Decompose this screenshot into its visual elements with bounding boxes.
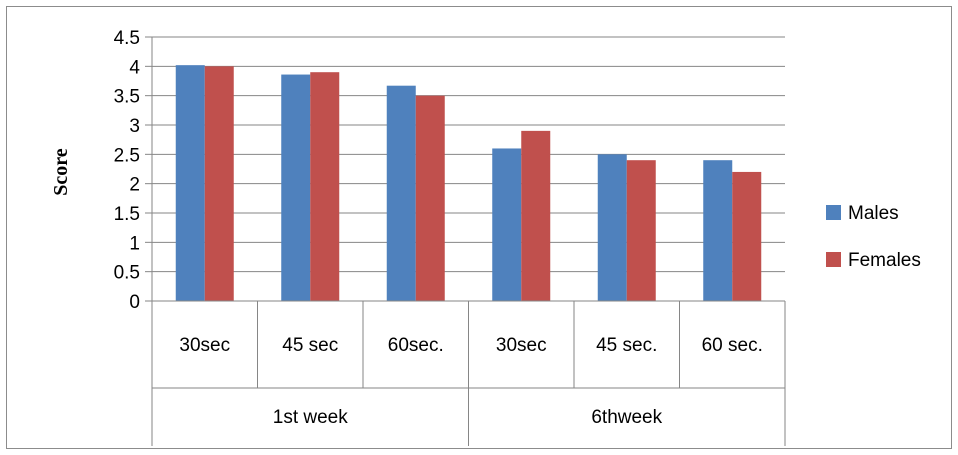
y-tick-label: 2 <box>129 175 140 196</box>
y-tick-label: 1 <box>129 233 140 254</box>
y-tick-label: 0 <box>129 292 140 313</box>
legend-label-females: Females <box>848 250 921 271</box>
x-category-label: 60 sec. <box>702 335 763 356</box>
bar-males <box>492 148 522 301</box>
chart-frame <box>6 6 952 449</box>
bar-males <box>703 160 733 301</box>
x-group-label: 6thweek <box>591 407 662 428</box>
bar-females <box>732 171 762 301</box>
x-category-labels: 30sec 45 sec 60sec. 30sec 45 sec. 60 sec. 1st … <box>179 335 762 428</box>
bar-males <box>597 154 627 301</box>
y-tick-label: 0.5 <box>114 263 140 284</box>
bar-females <box>415 95 445 302</box>
x-category-label: 45 sec. <box>596 335 657 356</box>
y-axis-label: Score <box>50 148 72 196</box>
y-tick-label: 2.5 <box>114 145 140 166</box>
bar-females <box>521 130 551 301</box>
bar-males <box>175 65 205 301</box>
bar-females <box>204 66 234 301</box>
legend: Males Females <box>826 203 921 271</box>
y-tick-label: 4.5 <box>114 28 140 49</box>
gridlines <box>152 36 785 273</box>
y-tick-label: 1.5 <box>114 204 140 225</box>
bar-females <box>310 72 340 301</box>
bar-females <box>626 160 656 301</box>
x-category-label: 45 sec <box>282 335 338 356</box>
legend-swatch-males <box>826 205 841 220</box>
x-category-label: 30sec <box>179 335 230 356</box>
y-tick-labels: 0 0.5 1 1.5 2 2.5 3 3.5 4 4.5 <box>114 28 141 313</box>
bars <box>175 65 762 302</box>
x-group-label: 1st week <box>273 407 348 428</box>
x-category-label: 60sec. <box>388 335 444 356</box>
legend-label-males: Males <box>848 203 899 224</box>
x-category-label: 30sec <box>496 335 547 356</box>
legend-swatch-females <box>826 252 841 267</box>
bar-males <box>386 85 416 302</box>
bar-males <box>281 74 311 302</box>
y-tick-label: 3 <box>129 116 140 137</box>
y-tick-label: 4 <box>129 57 140 78</box>
y-tick-label: 3.5 <box>114 87 140 108</box>
axes <box>145 36 786 446</box>
